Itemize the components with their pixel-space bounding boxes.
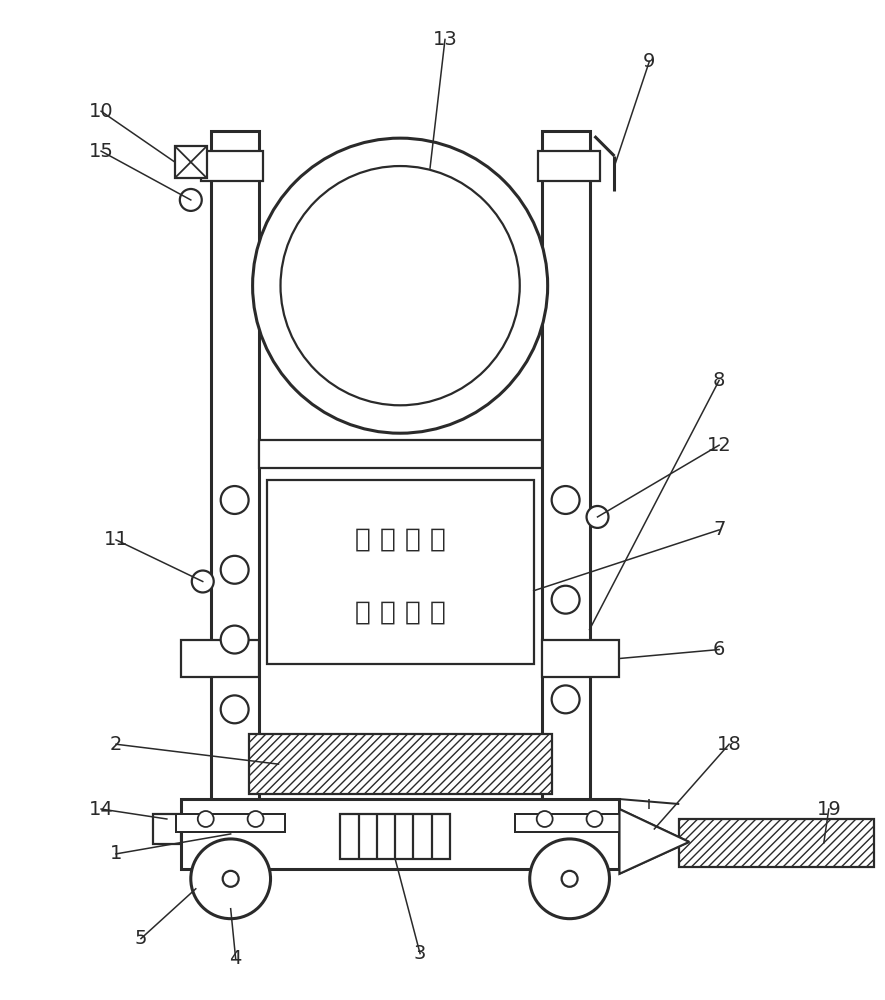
Circle shape xyxy=(281,166,519,405)
Circle shape xyxy=(220,486,249,514)
Text: 8: 8 xyxy=(713,371,726,390)
Bar xyxy=(211,131,258,809)
Bar xyxy=(176,814,286,832)
Circle shape xyxy=(220,695,249,723)
Bar xyxy=(175,146,207,178)
Text: 18: 18 xyxy=(717,735,742,754)
Circle shape xyxy=(562,871,578,887)
Bar xyxy=(515,814,625,832)
Circle shape xyxy=(587,811,603,827)
Circle shape xyxy=(551,685,580,713)
Text: 13: 13 xyxy=(433,30,458,49)
Text: 车 辆 绕 行: 车 辆 绕 行 xyxy=(355,600,445,626)
Bar xyxy=(181,799,620,869)
Bar xyxy=(201,151,263,181)
Circle shape xyxy=(248,811,264,827)
Text: 9: 9 xyxy=(643,52,656,71)
Bar xyxy=(153,814,181,844)
Circle shape xyxy=(252,138,548,433)
Circle shape xyxy=(192,571,213,592)
Circle shape xyxy=(530,839,610,919)
Text: 15: 15 xyxy=(88,142,113,161)
Text: 14: 14 xyxy=(88,800,113,819)
Bar xyxy=(542,640,620,677)
Text: 11: 11 xyxy=(104,530,128,549)
Text: 6: 6 xyxy=(713,640,726,659)
Circle shape xyxy=(223,871,239,887)
Bar xyxy=(680,819,873,867)
Text: 1: 1 xyxy=(110,844,122,863)
Circle shape xyxy=(220,556,249,584)
Circle shape xyxy=(536,811,552,827)
Polygon shape xyxy=(620,809,689,874)
Text: 4: 4 xyxy=(229,949,242,968)
Circle shape xyxy=(551,486,580,514)
Circle shape xyxy=(180,189,202,211)
Text: 前 方 施 工: 前 方 施 工 xyxy=(355,526,445,552)
Text: 3: 3 xyxy=(414,944,427,963)
Text: 12: 12 xyxy=(707,436,732,455)
Bar xyxy=(341,814,450,859)
Text: 2: 2 xyxy=(110,735,122,754)
Circle shape xyxy=(220,626,249,654)
Circle shape xyxy=(197,811,213,827)
Circle shape xyxy=(551,586,580,614)
Circle shape xyxy=(191,839,271,919)
Bar xyxy=(266,480,534,664)
Bar xyxy=(181,640,258,677)
Bar xyxy=(542,131,589,809)
Bar xyxy=(538,151,599,181)
Bar xyxy=(249,734,551,794)
Bar xyxy=(258,440,542,468)
Circle shape xyxy=(587,506,609,528)
Text: 7: 7 xyxy=(713,520,726,539)
Text: 19: 19 xyxy=(816,800,841,819)
Text: 10: 10 xyxy=(88,102,113,121)
Text: 5: 5 xyxy=(135,929,147,948)
